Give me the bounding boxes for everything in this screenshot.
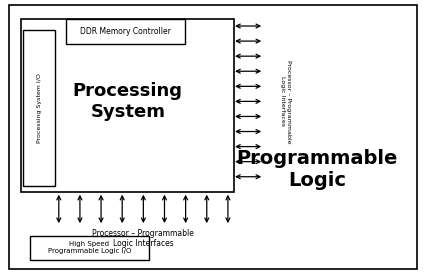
Text: Processing
System: Processing System [73, 82, 183, 121]
Text: Processor – Programmable
Logic Interfaces: Processor – Programmable Logic Interface… [92, 229, 194, 248]
Bar [21, 19, 234, 192]
Bar [23, 30, 55, 186]
Bar [66, 19, 185, 44]
Text: Programmable
Logic: Programmable Logic [237, 149, 398, 190]
Bar [30, 236, 149, 260]
Text: DDR Memory Controller: DDR Memory Controller [80, 27, 171, 36]
Text: Processing System I/O: Processing System I/O [37, 73, 42, 143]
Text: Processor – Programmable
Logic Interfaces: Processor – Programmable Logic Interface… [279, 60, 291, 143]
Text: High Speed
Programmable Logic I/O: High Speed Programmable Logic I/O [48, 241, 131, 255]
